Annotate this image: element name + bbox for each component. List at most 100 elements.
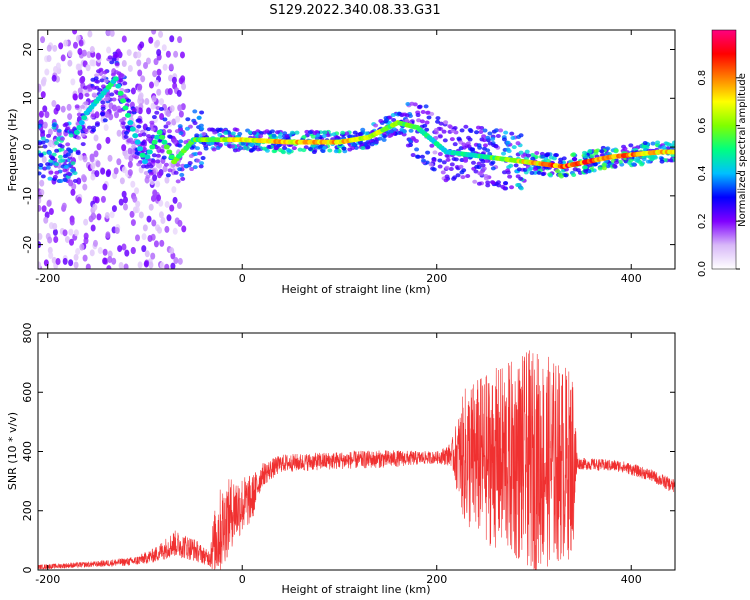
spectrogram-noise-blob [144,98,150,106]
spectrogram-noise-blob [111,257,117,265]
spectrogram-halo-blob [141,146,147,151]
spectrogram-noise-blob [102,257,108,265]
spectrogram-halo-blob [503,130,509,135]
spectrogram-halo-blob [443,178,449,183]
spectrogram-halo-blob [183,163,189,168]
spectrogram-halo-blob [171,138,177,143]
spectrogram-noise-blob [105,136,111,144]
spectrogram-halo-blob [494,128,500,133]
spectrogram-halo-blob [38,153,44,158]
spectrogram-halo-blob [476,165,482,170]
snr-y-label: SNR (10 * v/v) [6,412,19,490]
spectrogram-noise-blob [82,183,88,191]
spectrogram-noise-blob [38,83,42,91]
spectrogram-halo-blob [48,170,54,175]
spectrogram-halo-blob [301,148,307,153]
spectrogram-ridge-blob [156,129,163,135]
spectrogram-halo-blob [409,101,415,106]
spectrogram-halo-blob [587,149,593,154]
spectrogram-halo-blob [532,167,538,172]
spectrogram-noise-blob [158,98,164,106]
spectrogram-ridge-blob [166,149,173,155]
spectrogram-ridge-blob [154,134,161,140]
spectrogram-halo-blob [177,167,183,172]
spectrogram-noise-blob [154,79,160,87]
y-tick-label: 800 [21,323,34,344]
spectrogram-noise-blob [78,153,84,161]
spectrogram-halo-blob [452,175,458,180]
spectrogram-halo-blob [333,149,339,154]
spectrogram-noise-blob [165,109,171,117]
spectrogram-halo-blob [109,60,115,65]
spectrogram-halo-blob [540,154,546,159]
spectrogram-halo-blob [551,156,557,161]
spectrogram-halo-blob [44,138,50,143]
spectrogram-noise-blob [107,256,113,264]
spectrogram-noise-blob [64,236,70,244]
spectrogram-halo-blob [151,115,157,120]
spectrogram-noise-blob [177,104,183,112]
spectrogram-halo-blob [540,172,546,177]
spectrogram-ridge-blob [78,120,85,126]
spectrogram-noise-blob [41,205,47,213]
spectrogram-noise-blob [62,229,68,237]
spectrogram-halo-blob [131,107,137,112]
spectrogram-halo-blob [173,170,179,175]
spectrogram-halo-blob [601,163,607,168]
spectrogram-ridge-blob [129,126,136,132]
spectrogram-noise-blob [46,54,52,62]
spectrogram-noise-blob [90,224,96,232]
spectrogram-noise-blob [83,218,89,226]
spectrogram-halo-blob [178,131,184,136]
spectrogram-halo-blob [100,84,106,89]
spectrogram-halo-blob [46,133,52,138]
spectrogram-halo-blob [123,130,129,135]
spectrogram-halo-blob [312,131,318,136]
spectrogram-halo-blob [230,144,236,149]
spectrogram-noise-blob [146,107,152,115]
spectrogram-noise-blob [66,103,72,111]
spectrogram-noise-blob [89,59,95,67]
spectrogram-halo-blob [440,170,446,175]
spectrogram-noise-blob [100,167,106,175]
colorbar-label: Normalized spectral amplitude [737,73,748,227]
spectrogram-noise-blob [168,74,174,82]
spectrogram-noise-blob [70,188,76,196]
spectrogram-halo-blob [54,148,60,153]
spectrogram-halo-blob [501,137,507,142]
spectrogram-halo-blob [274,130,280,135]
spectrogram-halo-blob [166,129,172,134]
spectrogram-noise-blob [178,77,184,85]
spectrogram-halo-blob [123,134,129,139]
spectrogram-halo-blob [448,166,454,171]
spectrogram-halo-blob [505,140,511,145]
spectrogram-noise-blob [67,50,73,58]
spectrogram-halo-blob [622,146,628,151]
spectrogram-ridge-blob [73,129,80,135]
spectrogram-halo-blob [194,133,200,138]
spectrogram-halo-blob [563,173,569,178]
spectrogram-halo-blob [444,153,450,158]
spectrogram-halo-blob [67,172,73,177]
spectrogram-noise-blob [124,249,130,257]
spectrogram-halo-blob [476,143,482,148]
spectrogram-noise-blob [89,155,95,163]
spectrogram-halo-blob [655,140,661,145]
spectrogram-noise-blob [38,233,43,241]
spectrogram-halo-blob [75,151,81,156]
spectrogram-noise-blob [93,150,99,158]
spectrogram-noise-blob [138,211,144,219]
spectrogram-noise-blob [111,205,117,213]
spectrogram-halo-blob [428,162,434,167]
spectrogram-noise-blob [169,247,175,255]
spectrogram-noise-blob [152,189,158,197]
spectrogram-halo-blob [215,145,221,150]
spectrogram-noise-blob [114,227,120,235]
spectrogram-noise-blob [165,50,171,58]
spectrogram-halo-blob [668,158,674,163]
spectrogram-ridge-blob [149,144,156,150]
spectrogram-halo-blob [149,120,155,125]
spectrogram-halo-blob [515,183,521,188]
spectrogram-halo-blob [468,129,474,134]
spectrogram-halo-blob [258,134,264,139]
